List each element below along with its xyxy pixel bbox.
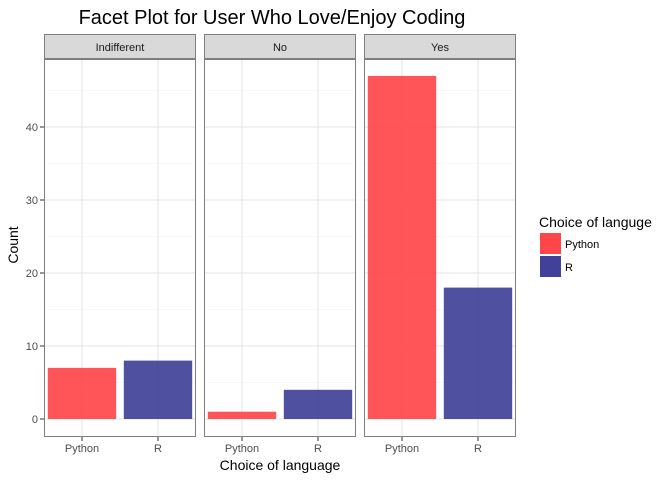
facet-strip	[44, 34, 196, 59]
facet-strip	[364, 34, 516, 59]
panel-border	[204, 59, 356, 437]
panel-border	[44, 59, 196, 437]
legend-label-python: Python	[565, 239, 599, 251]
legend-swatch-r	[540, 256, 561, 277]
y-tick-label: 30	[26, 195, 38, 207]
x-tick-label: R	[314, 443, 322, 455]
x-tick-label: Python	[385, 443, 419, 455]
facet-strip-label: No	[273, 42, 287, 54]
x-tick-label: R	[474, 443, 482, 455]
x-tick-label: Python	[65, 443, 99, 455]
bar-yes-r	[443, 287, 513, 419]
y-tick-label: 10	[26, 341, 38, 353]
bar-yes-python	[367, 75, 437, 420]
panel-background	[204, 59, 356, 437]
facet-strip-label: Indifferent	[96, 42, 145, 54]
bar-no-r	[283, 389, 353, 419]
x-tick-label: Python	[225, 443, 259, 455]
facet-strip-label: Yes	[431, 42, 449, 54]
x-axis-label: Choice of language	[220, 457, 341, 473]
facet-panel-yes: Yes Python R	[364, 34, 516, 455]
facet-panels: Indifferent Python R No Python R Yes Python R	[44, 34, 516, 455]
facet-panel-no: No Python R	[204, 34, 356, 455]
bar-indifferent-r	[123, 360, 193, 419]
y-tick-label: 20	[26, 268, 38, 280]
y-axis: 0 10 20 30 40	[26, 122, 44, 426]
legend-swatch-python	[540, 233, 561, 254]
bar-indifferent-python	[47, 367, 117, 419]
chart-title: Facet Plot for User Who Love/Enjoy Codin…	[79, 7, 466, 29]
legend: Choice of languge Python R	[539, 214, 652, 277]
bar-no-python	[207, 411, 277, 419]
facet-strip	[204, 34, 356, 59]
y-tick-label: 40	[26, 122, 38, 134]
legend-label-r: R	[565, 262, 573, 274]
x-tick-label: R	[154, 443, 162, 455]
legend-title: Choice of languge	[539, 214, 652, 230]
facet-panel-indifferent: Indifferent Python R	[44, 34, 196, 455]
y-axis-label: Count	[5, 226, 21, 263]
y-tick-label: 0	[32, 414, 38, 426]
panel-border	[364, 59, 516, 437]
